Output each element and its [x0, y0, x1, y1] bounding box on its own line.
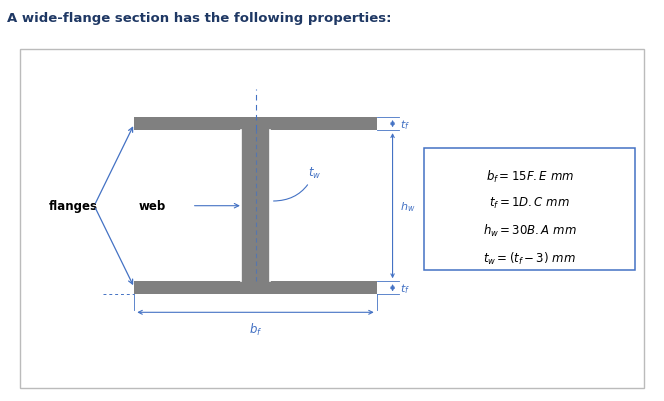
Text: $b_f = 15F.E\ mm$: $b_f = 15F.E\ mm$	[485, 168, 574, 184]
Text: A wide-flange section has the following properties:: A wide-flange section has the following …	[7, 12, 391, 25]
Bar	[134, 282, 376, 295]
Text: $h_w$: $h_w$	[400, 199, 416, 213]
Text: $t_f$: $t_f$	[400, 117, 410, 131]
Text: flanges: flanges	[48, 200, 98, 213]
Text: $b_f$: $b_f$	[249, 321, 262, 337]
Text: $t_f = 1D.C\ mm$: $t_f = 1D.C\ mm$	[489, 195, 570, 211]
Text: $t_f$: $t_f$	[400, 281, 410, 295]
Text: $t_w = (t_f - 3)\ mm$: $t_w = (t_f - 3)\ mm$	[483, 250, 576, 266]
Bar	[134, 118, 376, 131]
Text: web: web	[139, 200, 166, 213]
Text: $h_w = 30B.A\ mm$: $h_w = 30B.A\ mm$	[483, 223, 576, 239]
Bar	[242, 131, 270, 282]
Bar	[424, 148, 635, 271]
Text: $t_w$: $t_w$	[274, 165, 321, 202]
